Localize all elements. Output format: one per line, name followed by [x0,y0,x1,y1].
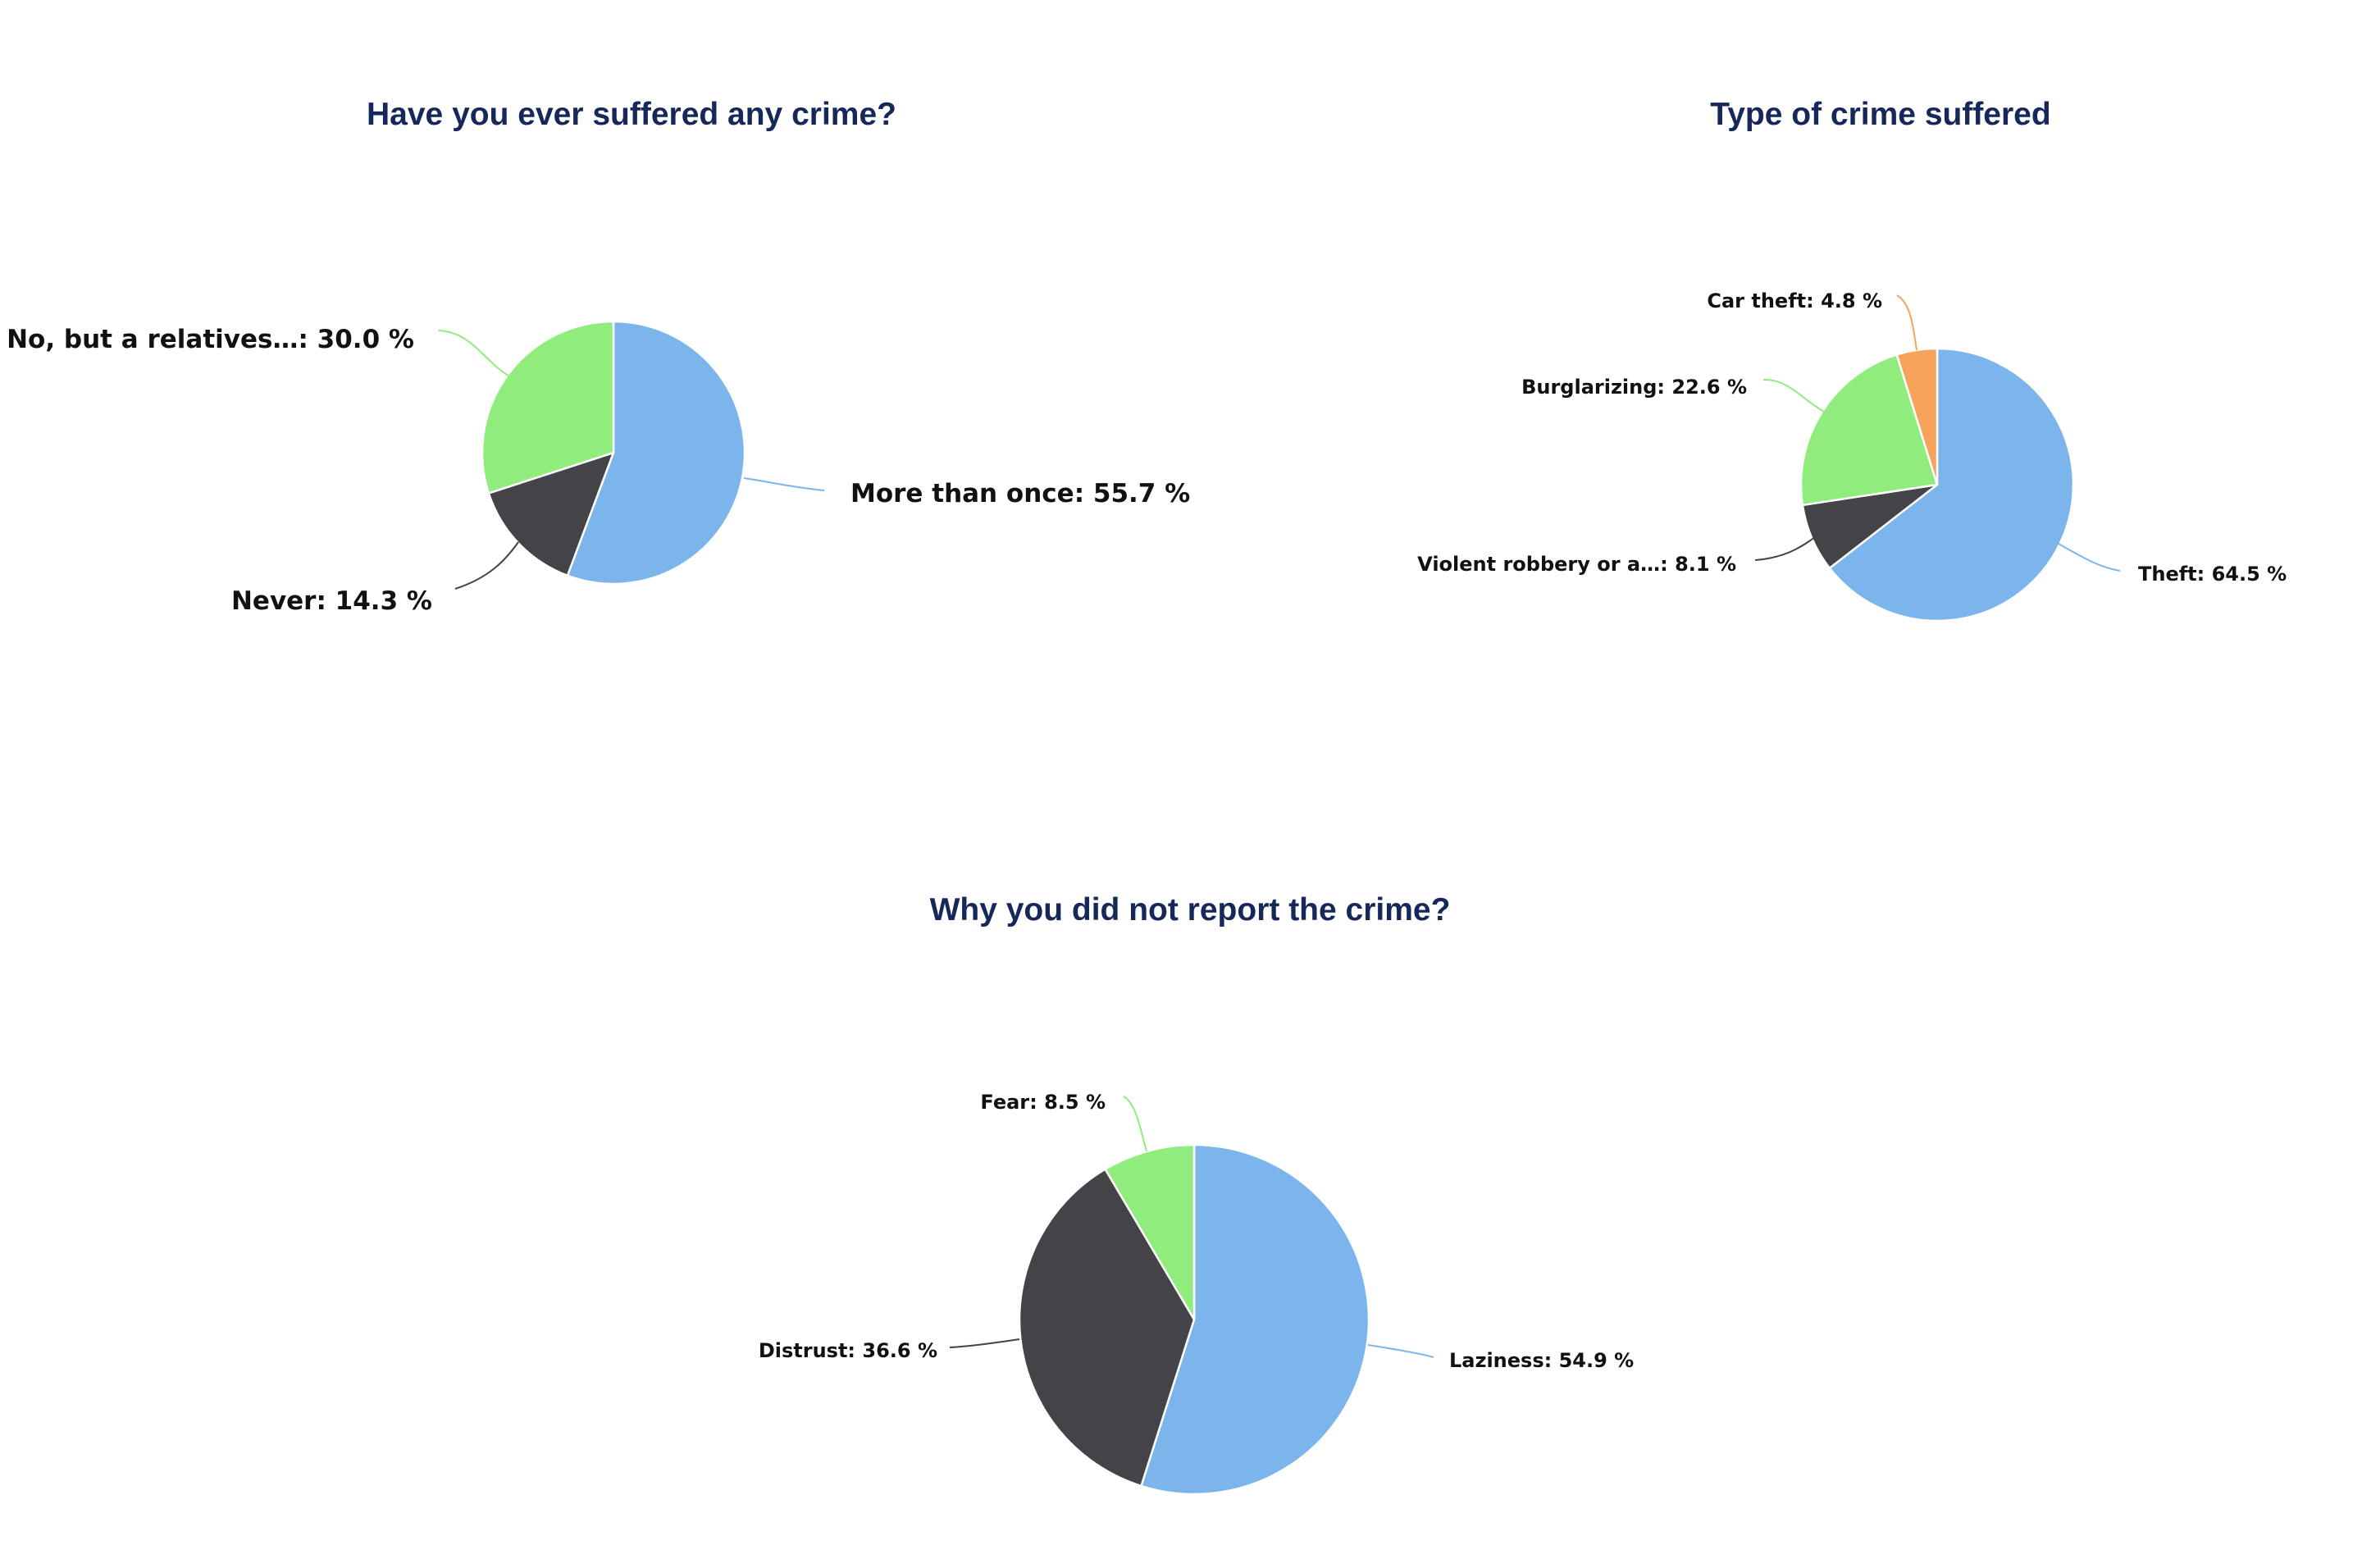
label-connector [1896,294,1917,351]
data-label: Car theft: 4.8 % [1707,289,1882,312]
data-label: More than once: 55.7 % [850,479,1190,508]
pie-slice-burglarizing[interactable] [1799,353,1939,507]
label-connector [949,1338,1020,1348]
data-label: Violent robbery or a…: 8.1 % [1417,553,1736,576]
pie-slice-laziness[interactable] [1140,1143,1370,1496]
data-label: Theft: 64.5 % [2138,563,2287,586]
label-connector [1754,529,1826,561]
pie-slice-more-than-once[interactable] [566,320,746,586]
data-label: Never: 14.3 % [231,586,432,616]
chart-title: Have you ever suffered any crime? [367,97,896,132]
data-label: Burglarizing: 22.6 % [1521,376,1747,399]
data-label: No, but a relatives…: 30.0 % [7,325,414,354]
not-reported-reason-pie-chart: Why you did not report the crime? Lazine… [759,892,1634,1496]
label-connector [438,330,509,376]
crime-type-pie-chart: Type of crime suffered Theft: 64.5 % Viol… [1417,97,2287,622]
chart-title: Type of crime suffered [1710,97,2050,132]
label-connector [1367,1344,1434,1358]
label-connector [1123,1096,1147,1152]
chart-title: Why you did not report the crime? [930,892,1451,928]
label-connector [743,477,825,491]
label-connector [2058,543,2121,572]
label-connector [1762,378,1825,413]
crime-suffered-pie-chart: Have you ever suffered any crime? More t… [7,97,1190,616]
data-label: Distrust: 36.6 % [759,1339,937,1362]
pie-slice-fear[interactable] [1104,1143,1196,1321]
pie-slice-distrust[interactable] [1018,1168,1196,1488]
label-connector [454,541,519,590]
data-label: Fear: 8.5 % [980,1091,1106,1114]
data-label: Laziness: 54.9 % [1449,1349,1634,1372]
